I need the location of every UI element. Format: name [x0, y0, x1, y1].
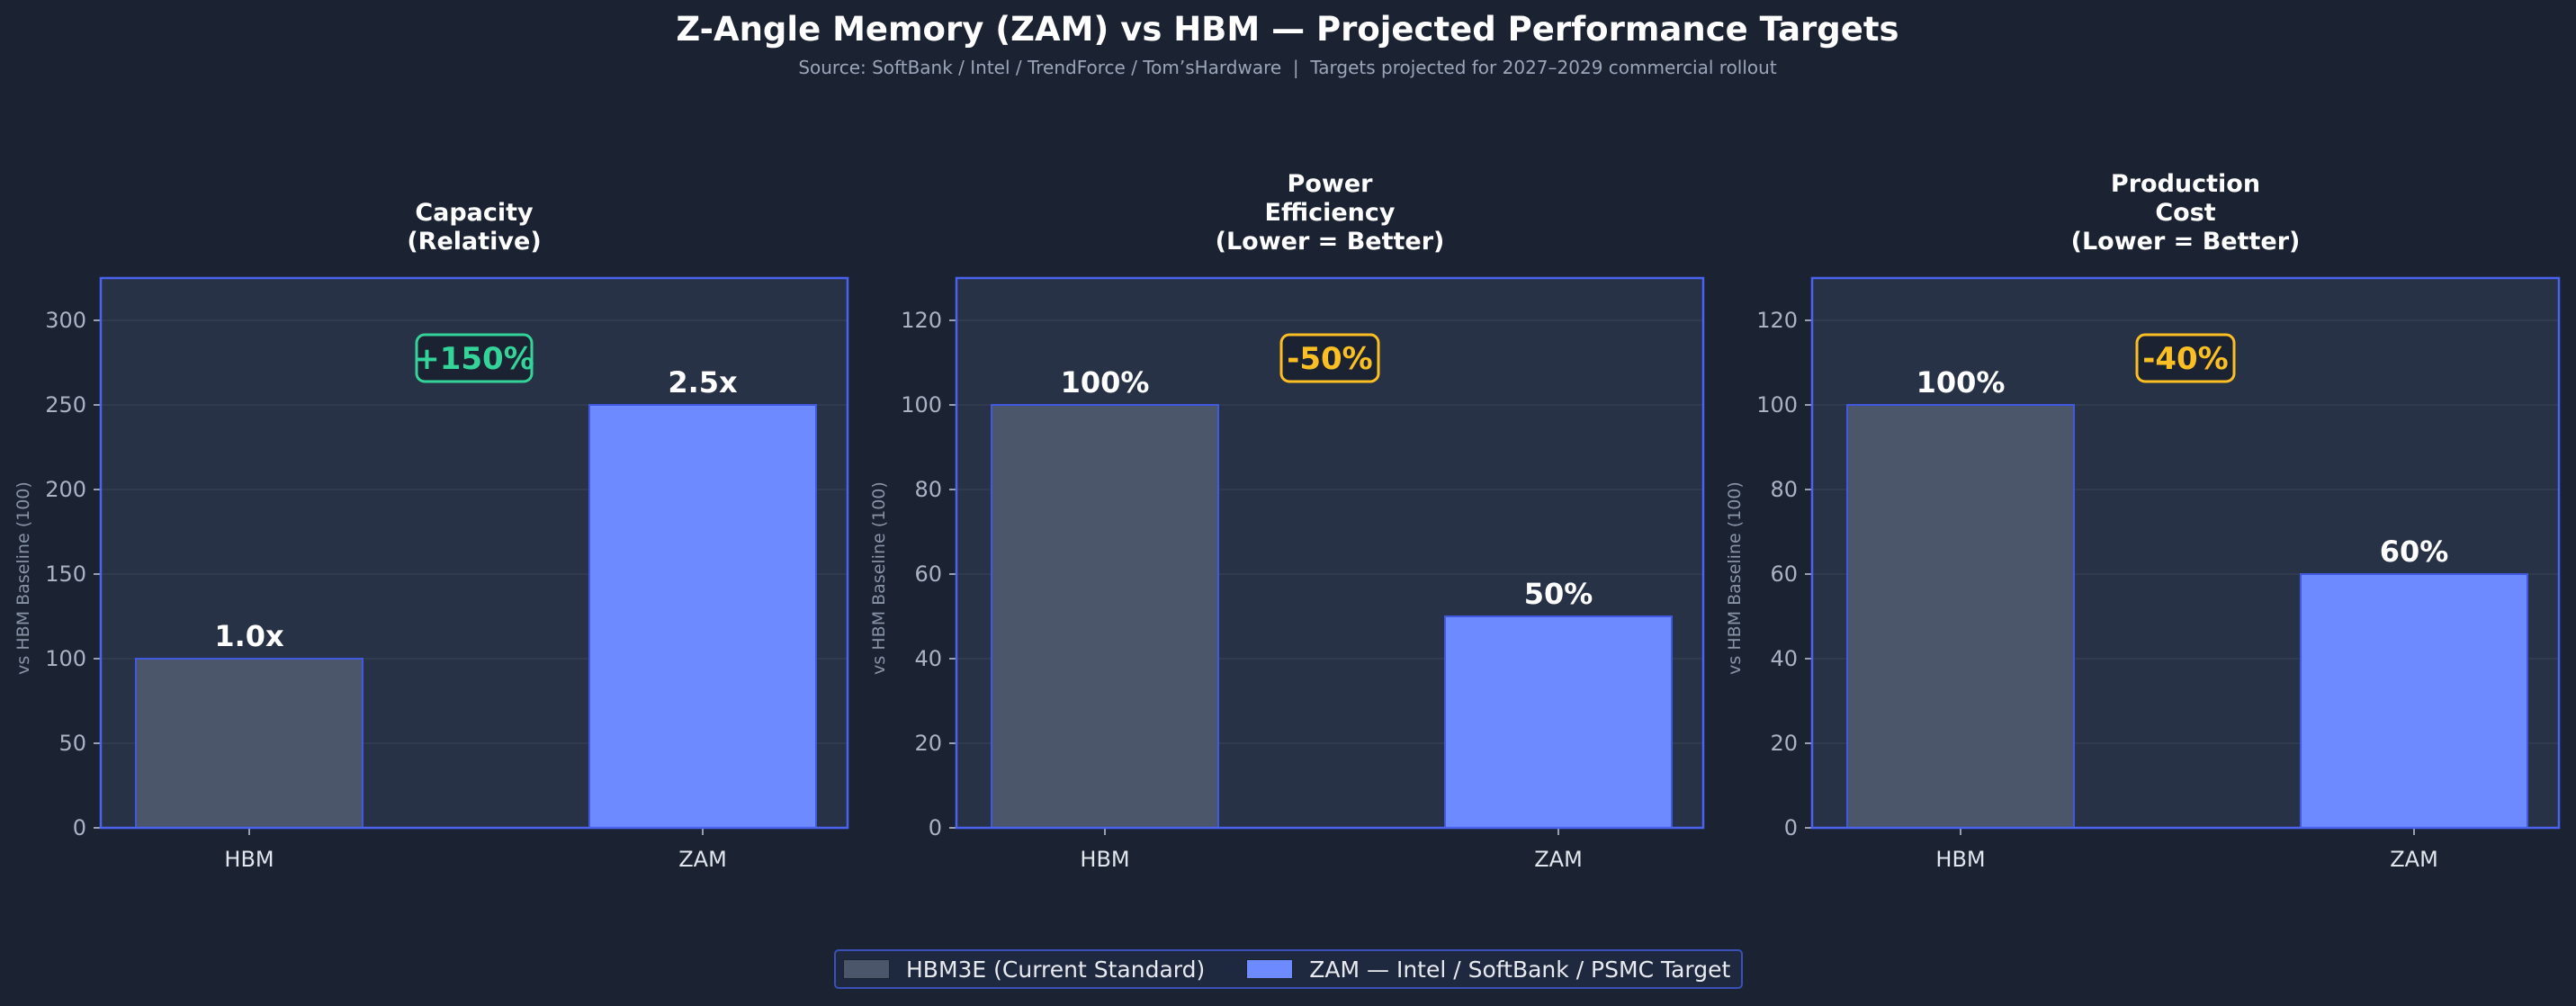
y-axis-label: vs HBM Baseline (100): [1725, 481, 1745, 675]
bar-zam: [2300, 573, 2528, 829]
panel-title: Power Efficiency (Lower = Better): [1216, 170, 1445, 256]
y-tick-label: 100: [1756, 392, 1798, 418]
y-tick-label: 100: [45, 646, 86, 671]
panel-title-line: (Lower = Better): [1216, 228, 1445, 256]
y-tick-label: 0: [929, 815, 942, 840]
panel-1: 0 50 100 150 200 250 300 vs HBM Baseline (100) 1…: [13, 199, 849, 872]
bar-zam: [588, 404, 817, 829]
x-tick-label: ZAM: [2390, 847, 2438, 872]
y-tick-label: 40: [1770, 646, 1798, 671]
bar-zam: [1444, 615, 1673, 829]
y-tick-label: 40: [914, 646, 942, 671]
legend: HBM3E (Current Standard) ZAM — Intel / S…: [834, 949, 1743, 989]
x-tick-label: HBM: [1935, 847, 1985, 872]
x-tick-label: ZAM: [1534, 847, 1583, 872]
y-axis-label: vs HBM Baseline (100): [869, 481, 889, 675]
plot-frame: [99, 276, 849, 830]
y-tick-label: 80: [914, 477, 942, 502]
y-tick-label: 60: [914, 561, 942, 587]
legend-label-zam: ZAM — Intel / SoftBank / PSMC Target: [1309, 956, 1731, 983]
y-tick-label: 80: [1770, 477, 1798, 502]
panel-title-line: Efficiency: [1265, 199, 1396, 227]
plot-frame: [1810, 276, 2561, 830]
legend-swatch-hbm: [843, 959, 890, 979]
y-tick-label: 50: [58, 731, 86, 756]
value-label-zam: 60%: [2380, 534, 2449, 569]
y-tick-label: 20: [914, 731, 942, 756]
y-tick-label: 120: [1756, 308, 1798, 333]
x-tick-label: HBM: [224, 847, 274, 872]
y-axis-label: vs HBM Baseline (100): [13, 481, 33, 675]
panel-title-line: Capacity: [415, 199, 534, 227]
value-label-zam: 2.5x: [668, 365, 738, 400]
panel-title-line: Cost: [2155, 199, 2215, 227]
bar-hbm: [135, 658, 364, 829]
legend-swatch-zam: [1246, 959, 1294, 979]
panel-title: Capacity (Relative): [407, 199, 541, 256]
change-badge-text: +150%: [414, 341, 534, 377]
panel-title: Production Cost (Lower = Better): [2071, 170, 2301, 256]
panel-title-line: Production: [2111, 170, 2260, 198]
value-label-hbm: 100%: [1061, 365, 1150, 400]
legend-item-hbm: HBM3E (Current Standard): [843, 957, 1205, 983]
change-badge-text: -50%: [1287, 341, 1373, 377]
bar-hbm: [1846, 404, 2075, 829]
y-tick-label: 20: [1770, 731, 1798, 756]
y-tick-label: 60: [1770, 561, 1798, 587]
change-badge: [2135, 333, 2236, 383]
x-tick-label: ZAM: [678, 847, 727, 872]
legend-label-hbm: HBM3E (Current Standard): [906, 956, 1206, 983]
value-label-hbm: 1.0x: [214, 619, 284, 653]
y-tick-label: 100: [901, 392, 942, 418]
y-tick-label: 300: [45, 308, 86, 333]
panel-2: 0 20 40 60 80 100 120 vs HBM Baseline (100) 100%…: [869, 170, 1705, 872]
y-tick-label: 0: [73, 815, 86, 840]
panel-title-line: (Lower = Better): [2071, 228, 2301, 256]
y-tick-label: 250: [45, 392, 86, 418]
x-tick-label: HBM: [1080, 847, 1129, 872]
y-tick-label: 120: [901, 308, 942, 333]
value-label-hbm: 100%: [1916, 365, 2006, 400]
change-badge: [415, 333, 534, 383]
y-tick-label: 200: [45, 477, 86, 502]
change-badge-text: -40%: [2142, 341, 2229, 377]
change-badge: [1279, 333, 1380, 383]
bar-hbm: [991, 404, 1219, 829]
y-tick-label: 150: [45, 561, 86, 587]
chart-subtitle: Source: SoftBank / Intel / TrendForce / …: [798, 57, 1777, 78]
plot-frame: [955, 276, 1705, 830]
panel-title-line: Power: [1288, 170, 1374, 198]
y-tick-label: 0: [1784, 815, 1798, 840]
legend-item-zam: ZAM — Intel / SoftBank / PSMC Target: [1246, 957, 1730, 983]
panel-title-line: (Relative): [407, 228, 541, 256]
chart-title: Z-Angle Memory (ZAM) vs HBM — Projected …: [676, 10, 1898, 49]
value-label-zam: 50%: [1524, 577, 1593, 611]
panel-3: 0 20 40 60 80 100 120 vs HBM Baseline (100) 100%…: [1725, 170, 2561, 872]
